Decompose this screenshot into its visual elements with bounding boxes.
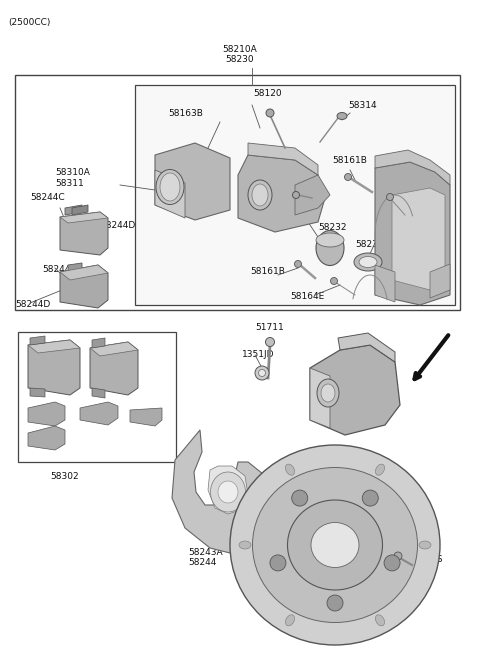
Circle shape	[292, 490, 308, 506]
Text: 1220FS: 1220FS	[410, 556, 444, 565]
Circle shape	[384, 555, 400, 571]
Ellipse shape	[311, 522, 359, 567]
Polygon shape	[208, 466, 248, 514]
Text: 58210A
58230: 58210A 58230	[223, 45, 257, 64]
Polygon shape	[375, 150, 450, 185]
Text: 58163B: 58163B	[168, 109, 203, 118]
Text: 58161B: 58161B	[332, 156, 367, 165]
Ellipse shape	[259, 369, 265, 377]
Text: 58310A
58311: 58310A 58311	[55, 169, 90, 188]
Polygon shape	[248, 143, 318, 175]
Polygon shape	[130, 408, 162, 426]
Ellipse shape	[211, 472, 245, 512]
Polygon shape	[65, 205, 82, 215]
Ellipse shape	[331, 277, 337, 285]
Ellipse shape	[316, 230, 344, 266]
Ellipse shape	[266, 109, 274, 117]
Ellipse shape	[292, 192, 300, 199]
Ellipse shape	[394, 552, 402, 560]
Ellipse shape	[295, 260, 301, 268]
Polygon shape	[90, 342, 138, 395]
Polygon shape	[30, 336, 45, 345]
Polygon shape	[155, 170, 185, 218]
Polygon shape	[430, 264, 450, 298]
Polygon shape	[375, 162, 450, 305]
Polygon shape	[28, 426, 65, 450]
Text: 58244C: 58244C	[30, 193, 65, 202]
Text: (2500CC): (2500CC)	[8, 18, 50, 27]
Ellipse shape	[160, 173, 180, 201]
Ellipse shape	[321, 384, 335, 402]
Ellipse shape	[345, 173, 351, 180]
Ellipse shape	[252, 468, 418, 623]
Ellipse shape	[386, 194, 394, 201]
Polygon shape	[295, 175, 330, 215]
Text: 58164E: 58164E	[290, 292, 324, 301]
Polygon shape	[92, 388, 105, 398]
Ellipse shape	[218, 481, 238, 503]
Polygon shape	[155, 143, 230, 220]
Polygon shape	[28, 340, 80, 353]
Ellipse shape	[286, 464, 295, 475]
Bar	[135, 85, 455, 305]
Polygon shape	[338, 333, 395, 362]
Text: 58161B: 58161B	[250, 268, 285, 276]
Text: 58125: 58125	[292, 184, 321, 192]
Text: 58314: 58314	[348, 100, 377, 110]
Polygon shape	[28, 402, 65, 426]
Polygon shape	[60, 265, 108, 308]
Text: 58244D: 58244D	[100, 220, 135, 230]
Ellipse shape	[317, 379, 339, 407]
Polygon shape	[72, 205, 88, 215]
Polygon shape	[375, 265, 395, 302]
Bar	[15, 75, 460, 310]
Polygon shape	[30, 388, 45, 397]
Text: 51711: 51711	[255, 323, 284, 332]
Ellipse shape	[248, 180, 272, 210]
Ellipse shape	[375, 464, 384, 475]
Ellipse shape	[286, 615, 295, 626]
Ellipse shape	[156, 169, 184, 205]
Text: 58233: 58233	[355, 240, 384, 249]
Polygon shape	[172, 430, 282, 555]
Text: 58120: 58120	[254, 89, 282, 98]
Polygon shape	[68, 263, 82, 272]
Polygon shape	[92, 338, 105, 348]
Bar	[18, 332, 176, 462]
Ellipse shape	[265, 337, 275, 346]
Ellipse shape	[375, 615, 384, 626]
Polygon shape	[60, 212, 108, 223]
Text: 58232: 58232	[318, 223, 347, 232]
Ellipse shape	[239, 541, 251, 549]
Polygon shape	[80, 402, 118, 425]
Ellipse shape	[354, 253, 382, 271]
Circle shape	[327, 595, 343, 611]
Polygon shape	[28, 340, 80, 395]
Polygon shape	[60, 265, 108, 280]
Circle shape	[270, 555, 286, 571]
Ellipse shape	[288, 500, 383, 590]
Text: 58243A
58244: 58243A 58244	[188, 548, 223, 567]
Ellipse shape	[419, 541, 431, 549]
Polygon shape	[238, 155, 325, 232]
Polygon shape	[310, 368, 330, 428]
Text: 58411D: 58411D	[280, 618, 316, 627]
Polygon shape	[392, 188, 445, 290]
Ellipse shape	[230, 445, 440, 645]
Polygon shape	[60, 212, 108, 255]
Text: 58235C: 58235C	[280, 209, 315, 218]
Text: 58302: 58302	[51, 472, 79, 481]
Ellipse shape	[359, 256, 377, 268]
Ellipse shape	[255, 366, 269, 380]
Text: 1351JD: 1351JD	[242, 350, 275, 359]
Polygon shape	[90, 342, 138, 356]
Text: 58164E: 58164E	[385, 168, 419, 177]
Polygon shape	[310, 345, 400, 435]
Text: 58244C: 58244C	[42, 265, 77, 274]
Ellipse shape	[337, 112, 347, 119]
Text: 58244D: 58244D	[15, 300, 50, 309]
Ellipse shape	[316, 233, 344, 247]
Circle shape	[362, 490, 378, 506]
Ellipse shape	[252, 184, 268, 206]
